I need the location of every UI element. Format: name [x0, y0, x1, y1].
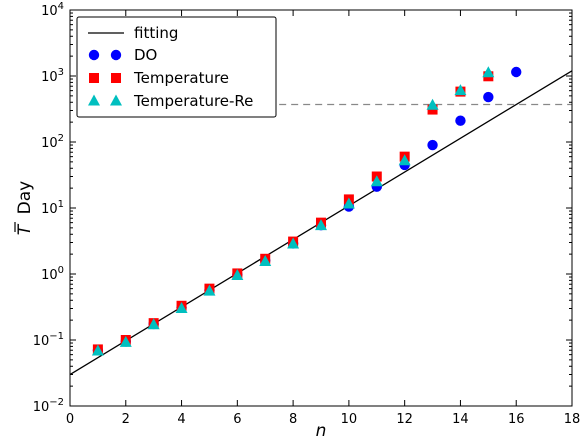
x-tick-label: 18: [564, 412, 581, 427]
legend-symbol-temperature: [89, 73, 99, 83]
x-tick-label: 12: [396, 412, 413, 427]
x-tick-label: 6: [233, 412, 241, 427]
legend-label-fitting: fitting: [134, 24, 178, 42]
legend-label-temperature-re: Temperature-Re: [133, 92, 253, 110]
legend-symbol-temperature: [111, 73, 121, 83]
legend-label-do: DO: [134, 46, 157, 64]
x-tick-label: 2: [122, 412, 130, 427]
data-point-temperature-re: [398, 154, 411, 166]
x-tick-label: 16: [508, 412, 525, 427]
data-point-temperature-re: [342, 197, 355, 209]
data-point-temperature-re: [91, 344, 104, 356]
x-tick-label: 14: [452, 412, 469, 427]
legend-symbol-temperature-re: [110, 94, 122, 106]
data-point-temperature-re: [119, 335, 132, 347]
legend: fitting DO Temperature Temperature-Re: [76, 16, 277, 118]
legend-symbol-do: [110, 49, 122, 61]
x-tick-label: 8: [289, 412, 297, 427]
plot-frame: [69, 9, 573, 407]
data-point-temperature-re: [231, 268, 244, 280]
data-point-do: [511, 66, 522, 78]
y-axis-title: T Day: [14, 181, 35, 235]
y-tick-label: 10−2: [33, 397, 64, 415]
marks-layer: [91, 66, 522, 356]
legend-box: [76, 16, 277, 118]
data-point-temperature-re: [370, 175, 383, 187]
legend-symbol-temperature-re: [88, 94, 100, 106]
data-point-temperature-re: [315, 219, 327, 231]
y-tick-label: 101: [41, 199, 64, 217]
y-tick-label: 100: [41, 265, 64, 283]
y-tick-label: 102: [41, 133, 64, 151]
data-point-do: [455, 115, 466, 126]
data-point-temperature-re: [482, 66, 495, 78]
x-tick-label: 0: [66, 412, 74, 427]
legend-symbol-do: [88, 49, 100, 61]
svg-text:T Day: T Day: [15, 181, 35, 235]
data-point-temperature-re: [147, 318, 160, 330]
y-tick-label: 104: [41, 1, 64, 19]
data-point-temperature-re: [175, 302, 188, 314]
y-axis-title-symbol: T: [15, 223, 35, 235]
legend-label-temperature: Temperature: [133, 69, 229, 87]
x-tick-label: 10: [341, 412, 358, 427]
x-tick-label: 4: [177, 412, 185, 427]
data-point-do: [483, 91, 494, 103]
data-point-temperature-re: [426, 98, 439, 110]
x-axis-title: n: [316, 421, 327, 439]
data-point-temperature-re: [287, 237, 300, 249]
data-point-temperature-re: [259, 254, 272, 266]
y-tick-label: 103: [41, 67, 64, 85]
y-axis-title-unit: Day: [15, 181, 35, 215]
data-point-do: [427, 139, 438, 151]
data-point-temperature-re: [203, 284, 216, 296]
y-tick-label: 10−1: [33, 331, 64, 349]
data-point-temperature-re: [454, 84, 467, 96]
ticks-layer: 0 2 4 6 8 10 12 14 16 18 10−2 10−1 100 101 102 103 104: [33, 1, 581, 427]
